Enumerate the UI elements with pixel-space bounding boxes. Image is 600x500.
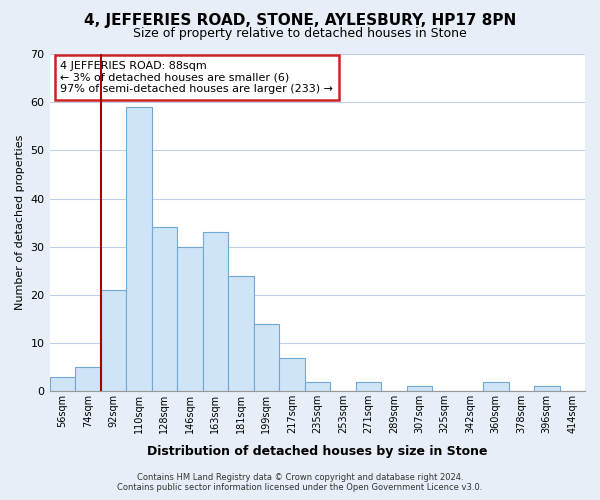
Bar	[152, 228, 177, 391]
Bar	[50, 377, 75, 391]
Bar	[483, 382, 509, 391]
Bar	[254, 324, 279, 391]
Bar	[228, 276, 254, 391]
Bar	[203, 232, 228, 391]
Bar	[177, 246, 203, 391]
Bar	[126, 107, 152, 391]
Bar	[75, 367, 101, 391]
Text: Size of property relative to detached houses in Stone: Size of property relative to detached ho…	[133, 28, 467, 40]
Bar	[534, 386, 560, 391]
X-axis label: Distribution of detached houses by size in Stone: Distribution of detached houses by size …	[147, 444, 488, 458]
Bar	[407, 386, 432, 391]
Y-axis label: Number of detached properties: Number of detached properties	[15, 135, 25, 310]
Text: Contains HM Land Registry data © Crown copyright and database right 2024.
Contai: Contains HM Land Registry data © Crown c…	[118, 473, 482, 492]
Bar	[101, 290, 126, 391]
Text: 4 JEFFERIES ROAD: 88sqm
← 3% of detached houses are smaller (6)
97% of semi-deta: 4 JEFFERIES ROAD: 88sqm ← 3% of detached…	[60, 60, 333, 94]
Bar	[279, 358, 305, 391]
Text: 4, JEFFERIES ROAD, STONE, AYLESBURY, HP17 8PN: 4, JEFFERIES ROAD, STONE, AYLESBURY, HP1…	[84, 12, 516, 28]
Bar	[356, 382, 381, 391]
Bar	[305, 382, 330, 391]
